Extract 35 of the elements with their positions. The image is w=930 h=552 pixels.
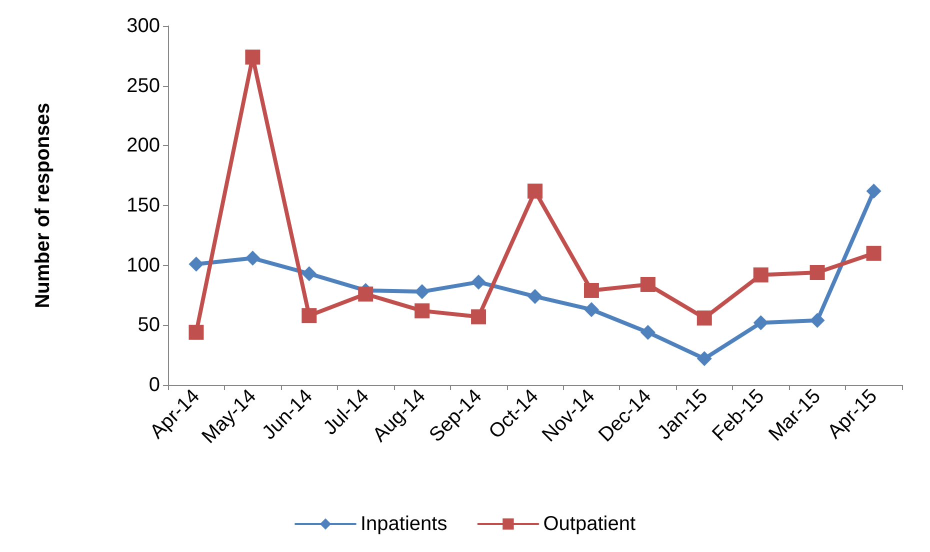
point xyxy=(188,256,204,272)
point xyxy=(188,324,204,340)
point xyxy=(753,267,768,282)
point xyxy=(810,312,825,328)
y-tick-label: 50 xyxy=(138,314,160,336)
point xyxy=(640,276,656,292)
point xyxy=(414,284,430,300)
point xyxy=(810,265,825,280)
point xyxy=(471,309,486,324)
point xyxy=(245,50,260,65)
point xyxy=(866,184,882,199)
point xyxy=(696,351,712,366)
y-axis-title: Number of responses xyxy=(32,102,54,308)
point xyxy=(866,246,882,261)
point xyxy=(414,303,430,318)
point xyxy=(302,266,317,282)
point xyxy=(302,308,317,324)
legend-label: Outpatient xyxy=(543,513,636,535)
point xyxy=(528,184,542,199)
y-tick-label: 200 xyxy=(126,134,160,157)
point xyxy=(471,274,486,290)
y-tick-label: 100 xyxy=(126,254,160,276)
y-tick-label: 150 xyxy=(126,194,160,216)
legend-label: Inpatients xyxy=(360,513,448,535)
point xyxy=(528,288,542,304)
point xyxy=(584,302,599,318)
point xyxy=(753,315,768,330)
y-tick-label: 300 xyxy=(126,15,160,37)
y-tick-label: 250 xyxy=(126,74,160,97)
y-tick-label: 0 xyxy=(148,374,160,396)
point xyxy=(640,324,656,340)
point xyxy=(358,286,374,302)
point xyxy=(696,310,712,326)
point xyxy=(584,282,599,298)
point xyxy=(245,250,260,266)
